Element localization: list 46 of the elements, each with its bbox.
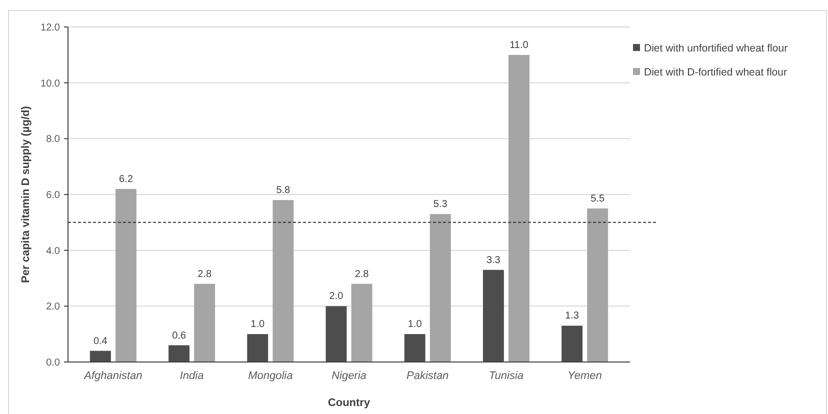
bar (430, 214, 451, 362)
bar (326, 306, 347, 362)
bar (508, 54, 530, 362)
y-tick-label: 10.0 (40, 78, 60, 90)
y-tick-label: 0.0 (46, 358, 60, 368)
bar (404, 334, 426, 362)
y-tick-label: 4.0 (46, 246, 60, 257)
legend-label: Diet with D-fortified wheat flour (644, 66, 788, 79)
y-tick-label: 6.0 (46, 190, 60, 201)
bar (562, 326, 583, 362)
x-tick-label: Tunisia (488, 370, 524, 382)
data-label: 11.0 (510, 40, 529, 51)
bar (194, 284, 216, 362)
x-tick-label: Yemen (568, 370, 602, 382)
y-axis-title: Per capita vitamin D supply (µg/d) (20, 106, 32, 283)
data-label: 5.5 (590, 193, 605, 204)
data-label: 1.0 (250, 319, 266, 330)
bar (351, 284, 372, 362)
data-label: 2.8 (198, 268, 212, 280)
data-label: 1.0 (408, 319, 422, 330)
data-label: 5.3 (433, 199, 448, 210)
bar (587, 208, 608, 362)
data-label: 6.2 (119, 174, 134, 185)
x-tick-label: India (180, 370, 204, 382)
x-tick-label: Nigeria (332, 370, 366, 382)
y-tick-label: 8.0 (46, 134, 60, 146)
data-label: 2.8 (354, 268, 370, 280)
data-label: 5.8 (276, 185, 291, 196)
bar (168, 345, 190, 362)
y-tick-label: 12.0 (40, 22, 60, 34)
x-tick-label: Mongolia (248, 370, 293, 382)
bar (247, 334, 268, 362)
x-tick-label: Pakistan (406, 370, 449, 382)
data-label: 0.6 (172, 330, 186, 342)
data-label: 2.0 (329, 291, 344, 302)
bar (482, 270, 504, 362)
bar (90, 350, 111, 362)
data-label: 3.3 (486, 254, 501, 266)
y-tick-label: 2.0 (46, 302, 60, 313)
legend-label: Diet with unfortified wheat flour (644, 42, 788, 55)
data-label: 0.4 (93, 336, 108, 347)
x-axis-title: Country (328, 397, 371, 409)
bar (115, 188, 136, 362)
data-label: 1.3 (565, 310, 580, 322)
x-tick-label: Afghanistan (83, 370, 142, 382)
bar (272, 200, 294, 362)
